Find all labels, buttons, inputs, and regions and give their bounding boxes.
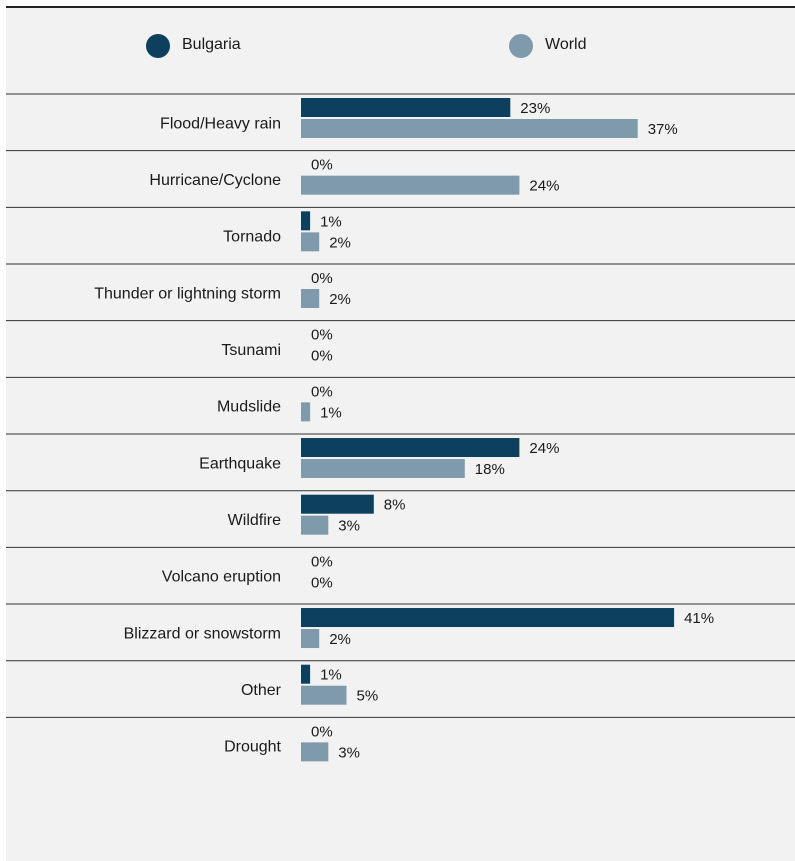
value-label-bulgaria-other: 1%	[320, 667, 342, 684]
category-label-thunder-or-lightning-storm: Thunder or lightning storm	[94, 285, 281, 302]
value-label-bulgaria-volcano-eruption: 0%	[311, 553, 333, 570]
category-label-blizzard-or-snowstorm: Blizzard or snowstorm	[124, 625, 281, 642]
value-label-bulgaria-drought: 0%	[311, 723, 333, 740]
value-label-bulgaria-flood-heavy-rain: 23%	[520, 100, 550, 117]
bar-bulgaria-wildfire	[301, 494, 374, 514]
bar-world-other	[301, 685, 347, 705]
value-label-bulgaria-wildfire: 8%	[384, 497, 406, 514]
value-label-world-mudslide: 1%	[320, 404, 342, 421]
bar-bulgaria-flood-heavy-rain	[301, 98, 511, 117]
legend-swatch-bulgaria	[146, 34, 170, 58]
value-label-world-blizzard-or-snowstorm: 2%	[329, 631, 351, 648]
category-label-drought: Drought	[224, 739, 281, 756]
category-label-hurricane-cyclone: Hurricane/Cyclone	[149, 172, 281, 189]
legend-swatch-world	[509, 34, 533, 58]
bar-bulgaria-earthquake	[301, 438, 520, 458]
bar-bulgaria-tornado	[301, 211, 311, 231]
bar-world-tornado	[301, 232, 320, 252]
bar-world-flood-heavy-rain	[301, 119, 638, 138]
bar-world-drought	[301, 742, 329, 762]
chart-panel: Bulgaria World Flood/Heavy rain 23% 37% Hur…	[6, 6, 795, 861]
category-label-volcano-eruption: Volcano eruption	[162, 569, 281, 586]
category-label-tornado: Tornado	[223, 229, 281, 246]
bar-world-blizzard-or-snowstorm	[301, 629, 320, 649]
value-label-world-flood-heavy-rain: 37%	[648, 121, 678, 138]
value-label-world-earthquake: 18%	[475, 461, 505, 478]
bar-world-earthquake	[301, 459, 465, 479]
bar-chart: Flood/Heavy rain 23% 37% Hurricane/Cyclone 0…	[6, 93, 795, 762]
value-label-world-other: 5%	[357, 688, 379, 705]
value-label-world-volcano-eruption: 0%	[311, 574, 333, 591]
value-label-bulgaria-blizzard-or-snowstorm: 41%	[684, 610, 714, 627]
value-label-bulgaria-earthquake: 24%	[529, 440, 559, 457]
value-label-world-thunder-or-lightning-storm: 2%	[329, 291, 351, 308]
bar-world-wildfire	[301, 515, 329, 535]
category-label-mudslide: Mudslide	[217, 399, 281, 416]
bar-bulgaria-blizzard-or-snowstorm	[301, 608, 675, 628]
bar-world-thunder-or-lightning-storm	[301, 289, 320, 309]
category-label-earthquake: Earthquake	[199, 455, 281, 472]
value-label-world-tsunami: 0%	[311, 348, 333, 365]
value-label-bulgaria-thunder-or-lightning-storm: 0%	[311, 270, 333, 287]
category-label-wildfire: Wildfire	[228, 512, 281, 529]
bar-bulgaria-other	[301, 664, 311, 684]
value-label-bulgaria-tornado: 1%	[320, 213, 342, 230]
value-label-world-tornado: 2%	[329, 234, 351, 251]
category-label-other: Other	[241, 682, 282, 699]
bar-world-mudslide	[301, 402, 311, 422]
value-label-bulgaria-tsunami: 0%	[311, 327, 333, 344]
category-label-flood-heavy-rain: Flood/Heavy rain	[160, 115, 281, 132]
value-label-world-wildfire: 3%	[338, 518, 360, 535]
legend-label-world: World	[545, 36, 587, 53]
category-label-tsunami: Tsunami	[221, 342, 281, 359]
value-label-bulgaria-mudslide: 0%	[311, 383, 333, 400]
value-label-world-drought: 3%	[338, 744, 360, 761]
bar-world-hurricane-cyclone	[301, 175, 520, 195]
legend: Bulgaria World	[6, 8, 795, 94]
value-label-world-hurricane-cyclone: 24%	[529, 178, 559, 195]
legend-label-bulgaria: Bulgaria	[182, 36, 241, 53]
value-label-bulgaria-hurricane-cyclone: 0%	[311, 157, 333, 174]
